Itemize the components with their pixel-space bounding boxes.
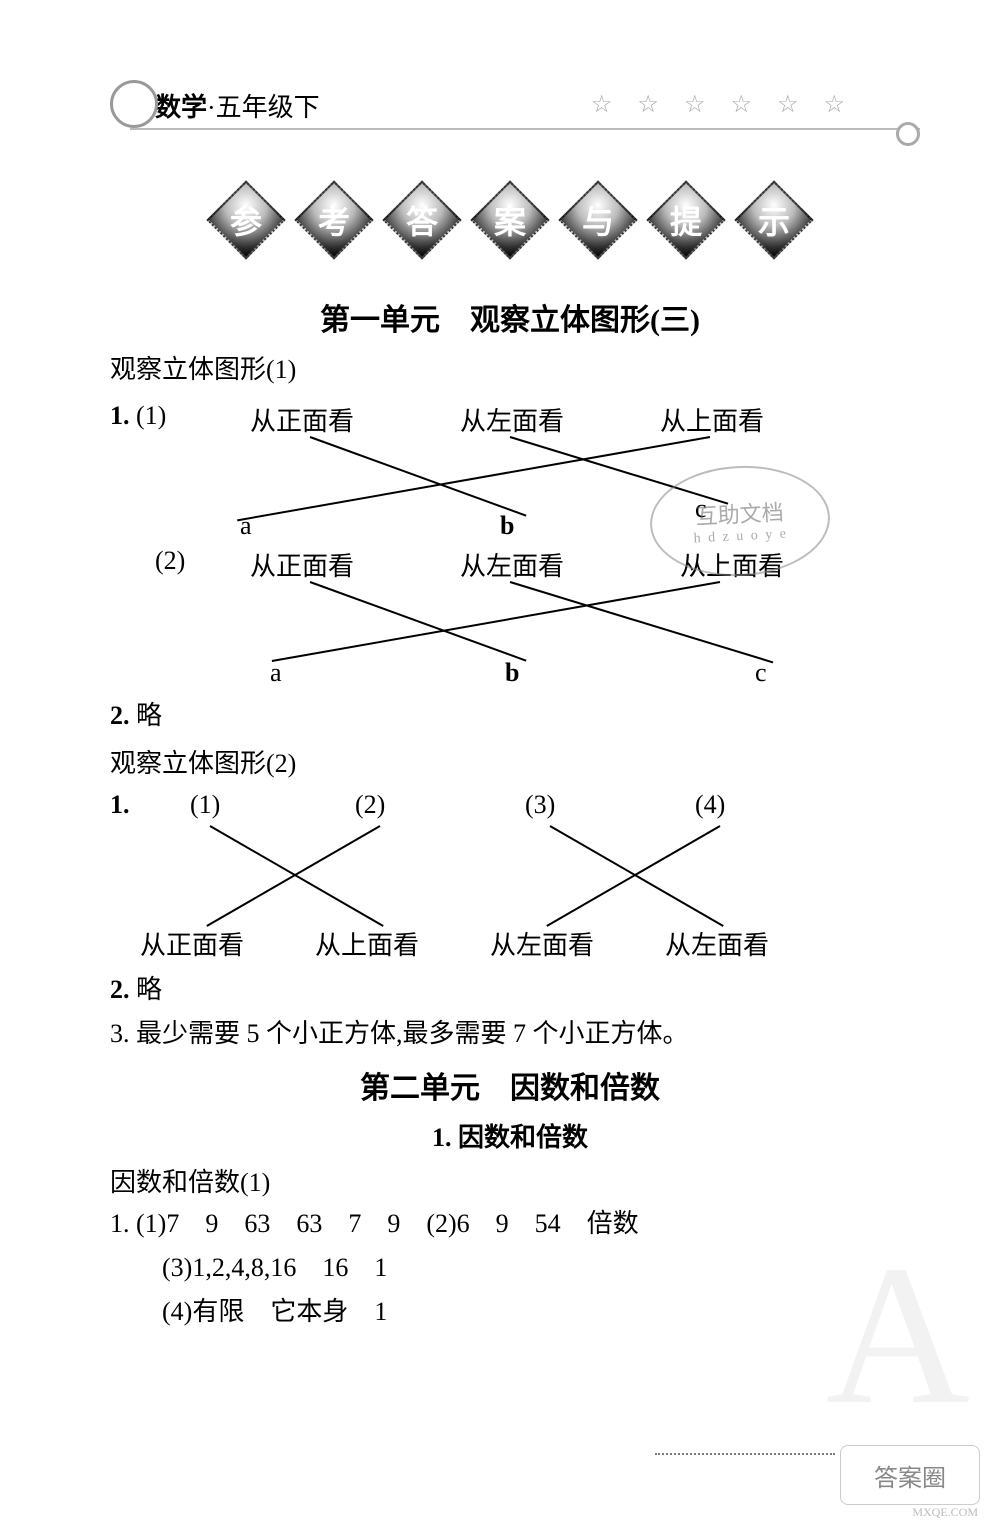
d2b-3: 从左面看 bbox=[665, 925, 769, 962]
corner-sub: MXQE.COM bbox=[912, 1505, 978, 1520]
u1s2-q3: 3. 最少需要 5 个小正方体,最多需要 7 个小正方体。 bbox=[110, 1014, 910, 1053]
d1-bot-0: a bbox=[240, 511, 252, 541]
q1-label: 1. (1) bbox=[110, 401, 166, 431]
d2b-0: 从正面看 bbox=[140, 925, 244, 962]
u2-l3: (4)有限 它本身 1 bbox=[110, 1292, 910, 1331]
diamond-4: 与 bbox=[558, 180, 638, 260]
diagram-2: 1. (1) (2) (3) (4) 从正面看 从上面看 从左面看 从左面看 bbox=[110, 790, 910, 960]
d2-bot-2: c bbox=[755, 658, 767, 688]
section1-title: 观察立体图形(1) bbox=[110, 349, 910, 386]
unit1-title: 第一单元 观察立体图形(三) bbox=[110, 295, 910, 339]
diamond-5: 提 bbox=[646, 180, 726, 260]
d2-bot-1: b bbox=[505, 658, 519, 688]
xline-1a bbox=[210, 825, 384, 927]
u1s2-q2: 2. 略 bbox=[110, 970, 910, 1009]
d2-top-2: 从上面看 bbox=[680, 546, 784, 583]
d1-top-1: 从左面看 bbox=[460, 401, 564, 438]
d2t-3: (4) bbox=[695, 790, 725, 820]
d1-top-2: 从上面看 bbox=[660, 401, 764, 438]
header-rule bbox=[130, 128, 920, 130]
d2-bot-0: a bbox=[270, 658, 282, 688]
page-header: 数学·五年级下 ☆☆☆☆☆☆ bbox=[110, 80, 910, 150]
d1-bot-2: c bbox=[695, 494, 707, 524]
subject-label: 数学·五年级下 bbox=[155, 87, 320, 124]
diamond-2: 答 bbox=[382, 180, 462, 260]
subject-name: 数学 bbox=[155, 93, 207, 122]
stamp-sub: h d z u o y e bbox=[693, 527, 788, 548]
line-1a bbox=[310, 436, 527, 517]
diamond-1: 考 bbox=[294, 180, 374, 260]
corner-logo: 答案圈 bbox=[840, 1445, 980, 1505]
unit2-sub: 1. 因数和倍数 bbox=[110, 1117, 910, 1154]
line-2b bbox=[510, 581, 774, 663]
p2-label: (2) bbox=[155, 546, 185, 576]
diamond-6: 示 bbox=[734, 180, 814, 260]
d2t-2: (3) bbox=[525, 790, 555, 820]
diamond-0: 参 bbox=[206, 180, 286, 260]
diamond-3: 案 bbox=[470, 180, 550, 260]
header-circle-left bbox=[110, 80, 158, 128]
d1-bot-1: b bbox=[500, 511, 514, 541]
background-letter: A bbox=[826, 1221, 970, 1450]
stars-decoration: ☆☆☆☆☆☆ bbox=[591, 90, 870, 119]
u2-l2: (3)1,2,4,8,16 16 1 bbox=[110, 1248, 910, 1287]
line-1b bbox=[510, 436, 729, 505]
unit2-section: 因数和倍数(1) bbox=[110, 1162, 910, 1199]
u2-l1: 1. (1)7 9 63 63 7 9 (2)6 9 54 倍数 bbox=[110, 1204, 910, 1243]
d1-top-0: 从正面看 bbox=[250, 401, 354, 438]
d2-top-0: 从正面看 bbox=[250, 546, 354, 583]
diagram-1: 1. (1) 从正面看 从左面看 从上面看 a b c 互助文档 h d z u… bbox=[110, 396, 910, 686]
d2t-0: (1) bbox=[190, 790, 220, 820]
grade-label: ·五年级下 bbox=[207, 93, 320, 122]
u1-q2: 2. 略 bbox=[110, 696, 910, 735]
section2-title: 观察立体图形(2) bbox=[110, 743, 910, 780]
title-banner: 参 考 答 案 与 提 示 bbox=[110, 180, 910, 260]
line-1c bbox=[237, 436, 710, 521]
header-circle-right bbox=[896, 122, 920, 146]
d2t-1: (2) bbox=[355, 790, 385, 820]
u1-q2-text: 略 bbox=[136, 701, 162, 730]
d2b-1: 从上面看 bbox=[315, 925, 419, 962]
unit2-title: 第二单元 因数和倍数 bbox=[110, 1063, 910, 1107]
d2-top-1: 从左面看 bbox=[460, 546, 564, 583]
d2b-2: 从左面看 bbox=[490, 925, 594, 962]
xline-2a bbox=[550, 825, 724, 927]
d2-q1: 1. bbox=[110, 790, 130, 820]
dotted-footer-line bbox=[655, 1453, 835, 1455]
stamp-main: 互助文档 bbox=[695, 495, 785, 532]
